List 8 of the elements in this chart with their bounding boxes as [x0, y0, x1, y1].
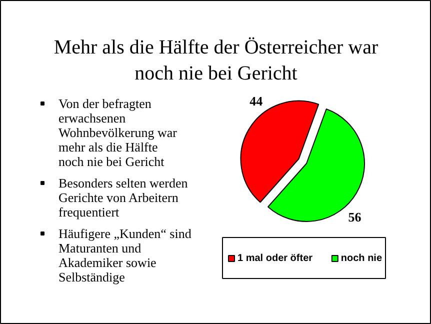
text: Häufigere „Kunden“ sind Maturanten und Akademiker sowie Selbständige	[58, 226, 192, 284]
text: Besonders selten werden Gerichte von Arbeitern frequentiert	[58, 176, 188, 220]
text: Von der befragten erwachsenen Wohnbevölkerung war mehr als die Hälfte noch nie bei Gericht	[58, 96, 178, 169]
legend-label: 1 mal oder öfter	[238, 253, 313, 264]
legend-label: noch nie	[340, 253, 382, 264]
data-label: 56	[348, 209, 362, 224]
data-label: 44	[250, 93, 264, 108]
chart-title: Mehr als die Hälfte der Österreicher war noch nie bei Gericht	[54, 36, 378, 84]
